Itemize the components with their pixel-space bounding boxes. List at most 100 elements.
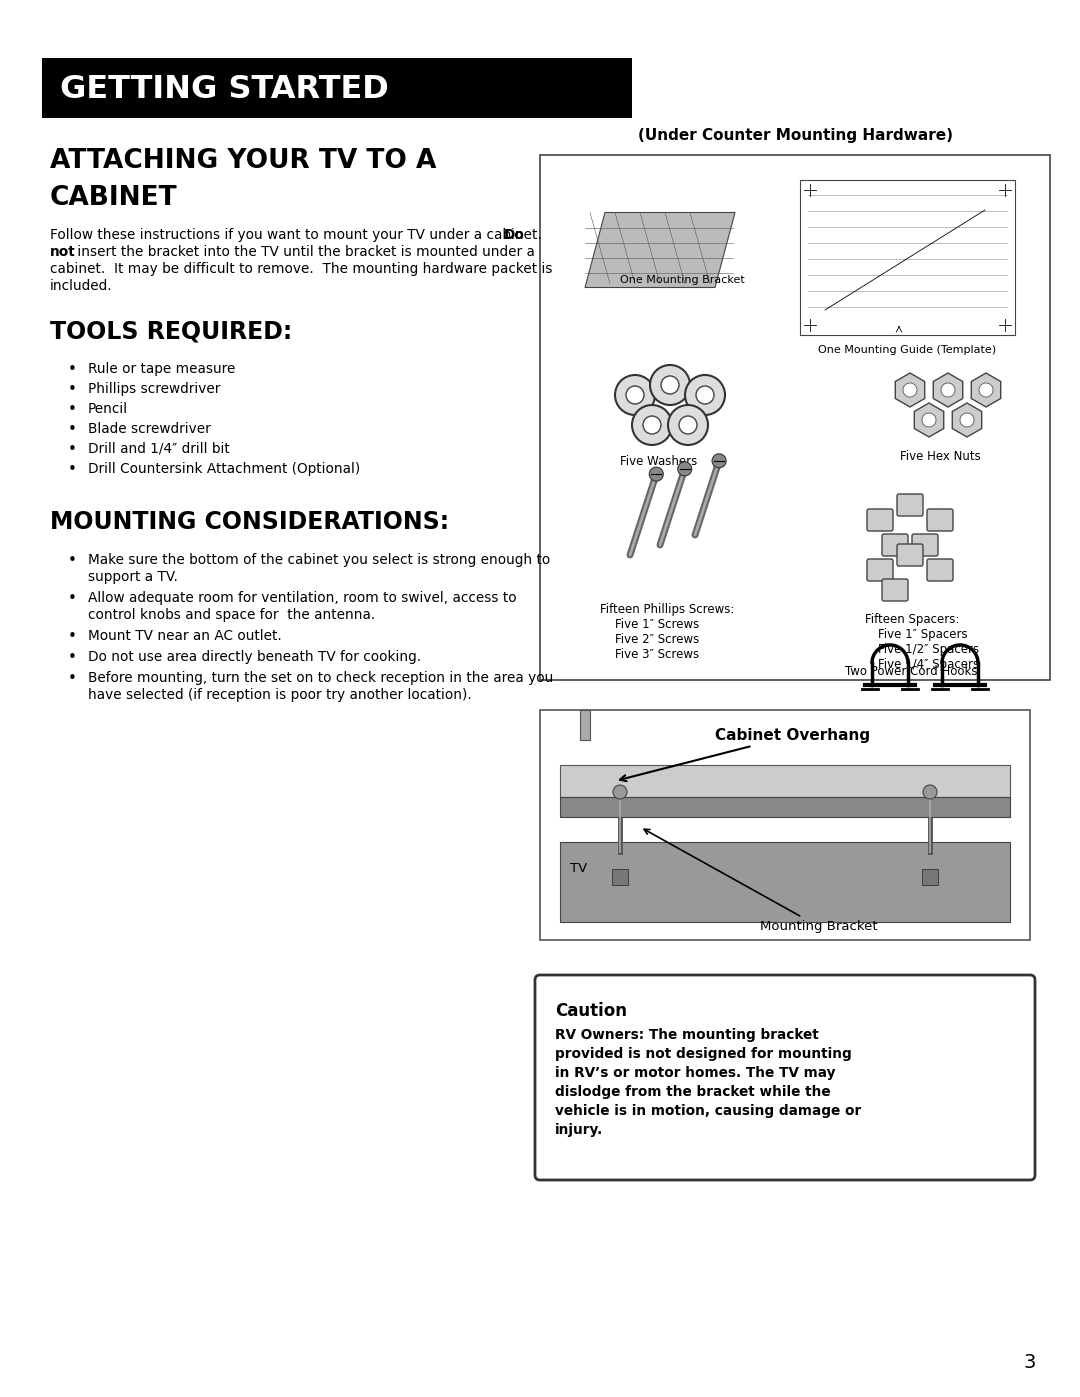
Circle shape (923, 785, 937, 799)
FancyBboxPatch shape (882, 578, 908, 601)
Circle shape (615, 374, 654, 415)
Text: •: • (68, 591, 77, 606)
Polygon shape (933, 373, 962, 407)
Text: •: • (68, 553, 77, 569)
Text: RV Owners: The mounting bracket: RV Owners: The mounting bracket (555, 1028, 819, 1042)
Text: Five 2″ Screws: Five 2″ Screws (615, 633, 699, 645)
Text: Mount TV near an AC outlet.: Mount TV near an AC outlet. (87, 629, 282, 643)
Text: control knobs and space for  the antenna.: control knobs and space for the antenna. (87, 608, 375, 622)
Text: dislodge from the bracket while the: dislodge from the bracket while the (555, 1085, 831, 1099)
Circle shape (669, 405, 708, 446)
Circle shape (712, 454, 726, 468)
FancyBboxPatch shape (882, 534, 908, 556)
Text: Blade screwdriver: Blade screwdriver (87, 422, 211, 436)
Text: Mounting Bracket: Mounting Bracket (644, 830, 878, 933)
Circle shape (678, 462, 691, 476)
Text: Before mounting, turn the set on to check reception in the area you: Before mounting, turn the set on to chec… (87, 671, 553, 685)
Text: CABINET: CABINET (50, 184, 177, 211)
FancyBboxPatch shape (927, 559, 953, 581)
Bar (922, 869, 939, 886)
Circle shape (903, 383, 917, 397)
Text: Allow adequate room for ventilation, room to swivel, access to: Allow adequate room for ventilation, roo… (87, 591, 516, 605)
FancyBboxPatch shape (535, 975, 1035, 1180)
Polygon shape (915, 402, 944, 437)
Bar (561, 798, 1010, 817)
Polygon shape (971, 373, 1001, 407)
Bar (800, 180, 1015, 335)
FancyBboxPatch shape (897, 495, 923, 515)
Text: insert the bracket into the TV until the bracket is mounted under a: insert the bracket into the TV until the… (73, 244, 535, 258)
Text: support a TV.: support a TV. (87, 570, 178, 584)
Text: TOOLS REQUIRED:: TOOLS REQUIRED: (50, 320, 293, 344)
Circle shape (661, 376, 679, 394)
Circle shape (941, 383, 955, 397)
Circle shape (978, 383, 993, 397)
Circle shape (626, 386, 644, 404)
Circle shape (650, 365, 690, 405)
Text: not: not (50, 244, 76, 258)
Text: Five Hex Nuts: Five Hex Nuts (900, 450, 981, 462)
Text: Fifteen Phillips Screws:: Fifteen Phillips Screws: (600, 604, 734, 616)
FancyBboxPatch shape (897, 543, 923, 566)
Text: cabinet.  It may be difficult to remove.  The mounting hardware packet is: cabinet. It may be difficult to remove. … (50, 263, 553, 277)
Text: •: • (68, 650, 77, 665)
Bar (612, 869, 627, 886)
Circle shape (960, 414, 974, 427)
Polygon shape (953, 402, 982, 437)
Text: injury.: injury. (555, 1123, 604, 1137)
Circle shape (685, 374, 725, 415)
Text: Phillips screwdriver: Phillips screwdriver (87, 381, 220, 395)
Text: 3: 3 (1024, 1354, 1036, 1372)
Bar (42, 59, 632, 117)
Text: Two Power Cord Hooks: Two Power Cord Hooks (845, 665, 977, 678)
FancyBboxPatch shape (867, 559, 893, 581)
Text: Rule or tape measure: Rule or tape measure (87, 362, 235, 376)
FancyBboxPatch shape (867, 509, 893, 531)
Text: ATTACHING YOUR TV TO A: ATTACHING YOUR TV TO A (50, 148, 436, 175)
Text: Five 1″ Screws: Five 1″ Screws (615, 617, 699, 631)
Text: provided is not designed for mounting: provided is not designed for mounting (555, 1046, 852, 1060)
Text: Five Washers: Five Washers (620, 455, 698, 468)
Text: Five 3″ Screws: Five 3″ Screws (615, 648, 699, 661)
Circle shape (632, 405, 672, 446)
FancyBboxPatch shape (912, 534, 939, 556)
Circle shape (679, 416, 697, 434)
Text: •: • (68, 362, 77, 377)
Bar (540, 710, 1030, 940)
Text: Do not use area directly beneath TV for cooking.: Do not use area directly beneath TV for … (87, 650, 421, 664)
Text: Do: Do (504, 228, 525, 242)
Text: Five 1/2″ Spacers: Five 1/2″ Spacers (878, 643, 980, 657)
Text: •: • (68, 462, 77, 476)
Polygon shape (895, 373, 924, 407)
Bar (540, 155, 1050, 680)
Text: Drill and 1/4″ drill bit: Drill and 1/4″ drill bit (87, 441, 230, 455)
Text: MOUNTING CONSIDERATIONS:: MOUNTING CONSIDERATIONS: (50, 510, 449, 534)
Text: Caution: Caution (555, 1002, 627, 1020)
Bar (561, 766, 1010, 798)
Text: •: • (68, 422, 77, 437)
Text: Drill Countersink Attachment (Optional): Drill Countersink Attachment (Optional) (87, 462, 361, 476)
Text: •: • (68, 402, 77, 416)
Circle shape (613, 785, 627, 799)
Text: Pencil: Pencil (87, 402, 129, 416)
Text: included.: included. (50, 279, 112, 293)
Text: •: • (68, 629, 77, 644)
FancyBboxPatch shape (927, 509, 953, 531)
Text: •: • (68, 441, 77, 457)
Text: in RV’s or motor homes. The TV may: in RV’s or motor homes. The TV may (555, 1066, 836, 1080)
Text: vehicle is in motion, causing damage or: vehicle is in motion, causing damage or (555, 1104, 861, 1118)
Text: Five 1″ Spacers: Five 1″ Spacers (878, 629, 968, 641)
Text: GETTING STARTED: GETTING STARTED (60, 74, 389, 106)
Text: have selected (if reception is poor try another location).: have selected (if reception is poor try … (87, 687, 472, 703)
Text: •: • (68, 671, 77, 686)
Text: One Mounting Guide (Template): One Mounting Guide (Template) (819, 345, 997, 355)
Text: TV: TV (570, 862, 588, 875)
Bar (580, 710, 590, 740)
Circle shape (696, 386, 714, 404)
Text: Cabinet Overhang: Cabinet Overhang (620, 728, 870, 781)
Text: Make sure the bottom of the cabinet you select is strong enough to: Make sure the bottom of the cabinet you … (87, 553, 550, 567)
Bar (561, 842, 1010, 922)
Text: (Under Counter Mounting Hardware): (Under Counter Mounting Hardware) (637, 129, 953, 142)
Circle shape (643, 416, 661, 434)
Circle shape (922, 414, 936, 427)
